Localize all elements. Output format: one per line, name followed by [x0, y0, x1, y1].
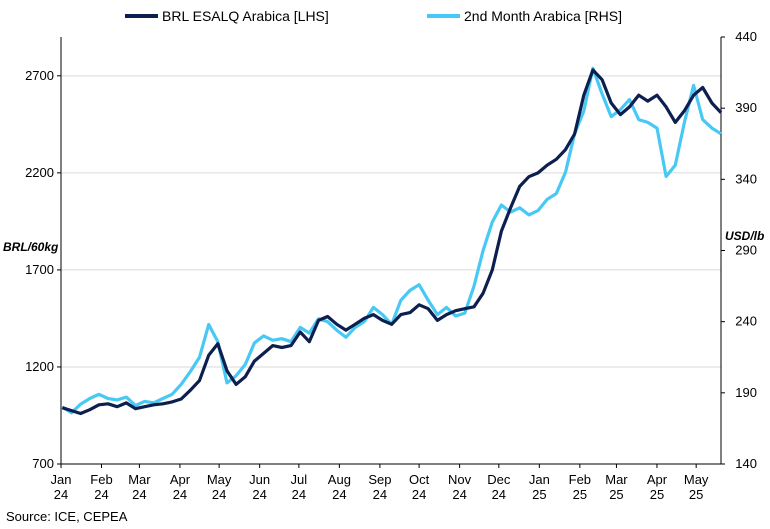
x-tick-label: Apr 25: [647, 472, 668, 502]
y-left-tick-label: 1200: [25, 359, 54, 374]
y-left-tick-label: 2200: [25, 165, 54, 180]
x-tick-label: Sep 24: [368, 472, 391, 502]
x-tick-label-year: 24: [332, 487, 346, 502]
x-tick-label: Dec 24: [487, 472, 511, 502]
axes: 700 1200 1700 2200 2700 140 190 240 290 340 390 440…: [3, 29, 764, 502]
y-left-tick-label: 700: [32, 456, 54, 471]
x-tick-label-month: Dec: [487, 472, 511, 487]
x-tick-label-month: Jan: [51, 472, 72, 487]
x-tick-label: Jan 25: [529, 472, 550, 502]
y-right-tick-label: 340: [735, 171, 757, 186]
x-tick-label: Mar 25: [605, 472, 628, 502]
y-left-tick-label: 1700: [25, 262, 54, 277]
series-line-2nd-month: [61, 66, 722, 415]
x-tick-label: Apr 24: [170, 472, 191, 502]
x-tick-label: Aug 24: [328, 472, 351, 502]
x-tick-label-month: Oct: [409, 472, 430, 487]
x-tick-label-month: Nov: [448, 472, 472, 487]
x-tick-label-month: Mar: [128, 472, 151, 487]
series-lines: [61, 66, 723, 416]
x-tick-label: Jan 24: [51, 472, 72, 502]
x-tick-label: Nov 24: [448, 472, 472, 502]
y-right-tick-label: 190: [735, 385, 757, 400]
y-right-tick-label: 140: [735, 456, 757, 471]
y-right-tick-label: 240: [735, 314, 757, 329]
x-tick-label-month: Mar: [605, 472, 628, 487]
x-tick-label-year: 24: [492, 487, 506, 502]
legend-label-brl-esalq: BRL ESALQ Arabica [LHS]: [162, 8, 329, 24]
x-tick-label: Jul 24: [291, 472, 308, 502]
x-tick-label-month: Jan: [529, 472, 550, 487]
x-tick-label-year: 25: [650, 487, 664, 502]
x-tick-label-month: Sep: [368, 472, 391, 487]
series-line-brl-esalq: [61, 68, 723, 416]
x-tick-label-year: 24: [412, 487, 426, 502]
x-tick-label-year: 24: [452, 487, 466, 502]
x-tick-label: Feb 25: [569, 472, 591, 502]
x-tick-label-month: Feb: [569, 472, 591, 487]
legend-label-2nd-month: 2nd Month Arabica [RHS]: [464, 8, 622, 24]
x-tick-label: Jun 24: [249, 472, 270, 502]
legend: BRL ESALQ Arabica [LHS] 2nd Month Arabica…: [125, 8, 622, 24]
x-tick-label-month: Feb: [90, 472, 112, 487]
x-tick-label-year: 25: [609, 487, 623, 502]
x-tick-label: Mar 24: [128, 472, 151, 502]
x-tick-label-year: 24: [373, 487, 387, 502]
gridlines: [61, 75, 721, 368]
x-tick-label-month: Apr: [647, 472, 668, 487]
y-right-axis-title: USD/lb: [725, 229, 764, 243]
y-right-tick-label: 390: [735, 100, 757, 115]
x-tick-label-month: Apr: [170, 472, 191, 487]
y-left-tick-label: 2700: [25, 68, 54, 83]
x-tick-label-year: 24: [173, 487, 187, 502]
x-tick-label-year: 25: [689, 487, 703, 502]
x-tick-label-year: 24: [252, 487, 266, 502]
x-tick-label: May 24: [207, 472, 232, 502]
x-tick-label-month: Aug: [328, 472, 351, 487]
x-tick-label-year: 25: [532, 487, 546, 502]
x-tick-label: Oct 24: [409, 472, 430, 502]
y-right-tick-label: 290: [735, 243, 757, 258]
x-tick-label-month: Jul: [291, 472, 308, 487]
x-tick-label: May 25: [684, 472, 709, 502]
x-tick-label-year: 24: [132, 487, 146, 502]
x-tick-label-year: 25: [573, 487, 587, 502]
x-tick-label-month: May: [684, 472, 709, 487]
x-tick-label-month: May: [207, 472, 232, 487]
x-tick-label: Feb 24: [90, 472, 112, 502]
x-tick-label-month: Jun: [249, 472, 270, 487]
x-tick-label-year: 24: [212, 487, 226, 502]
x-tick-label-year: 24: [94, 487, 108, 502]
x-tick-label-year: 24: [292, 487, 306, 502]
x-tick-label-year: 24: [54, 487, 68, 502]
y-left-axis-title: BRL/60kg: [3, 240, 59, 254]
y-right-tick-label: 440: [735, 29, 757, 44]
source-note: Source: ICE, CEPEA: [6, 509, 128, 524]
